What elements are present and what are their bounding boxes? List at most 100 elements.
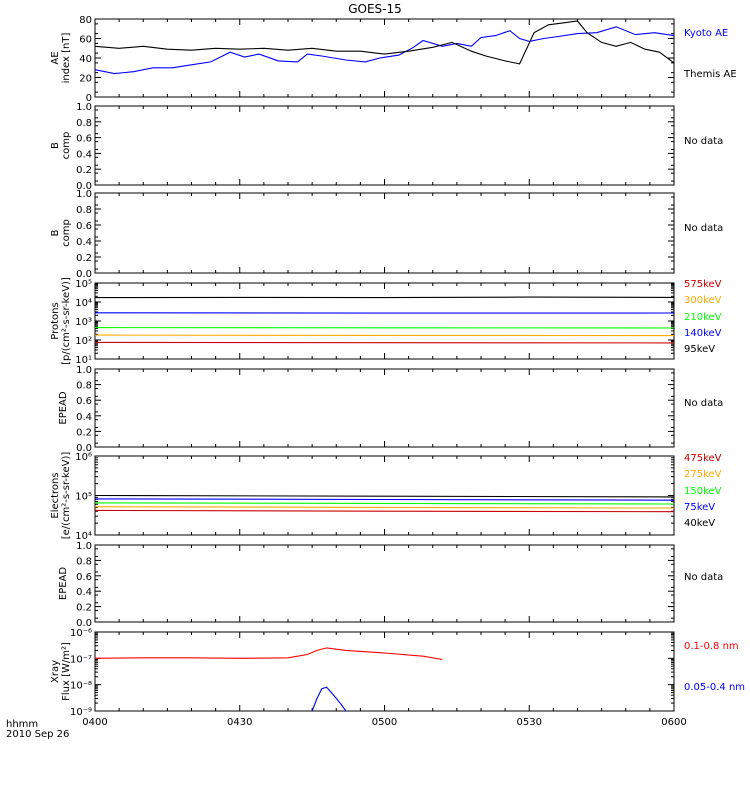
y-tick-label: 0.0	[76, 181, 92, 192]
x-tick-label: 0500	[372, 717, 397, 728]
y-tick-label: 1.0	[76, 102, 92, 113]
series-legend-label: 40keV	[684, 518, 715, 529]
y-tick-label: 0	[86, 93, 92, 104]
x-tick-label: 0600	[661, 717, 686, 728]
panel-frame	[94, 631, 675, 712]
series-line	[94, 498, 675, 501]
y-tick-label: 10⁴	[75, 298, 92, 309]
y-tick-label: 0.4	[76, 587, 92, 598]
y-tick-label: 0.6	[76, 572, 92, 583]
y-tick-label: 10³	[75, 317, 92, 328]
panel-frame	[94, 18, 675, 98]
y-tick-label: 10⁻⁸	[70, 681, 92, 692]
y-tick-label: 80	[79, 15, 92, 26]
series-line	[311, 686, 347, 712]
y-axis-unit-label: comp	[61, 132, 72, 160]
date-label: 2010 Sep 26	[6, 729, 69, 740]
y-tick-label: 10²	[75, 336, 92, 347]
y-tick-label: 40	[79, 54, 92, 65]
y-axis-unit-label: [p/(cm²-s-sr-keV)]	[61, 277, 72, 365]
y-tick-label: 0.0	[76, 269, 92, 280]
x-tick-label: 0400	[82, 717, 107, 728]
y-axis-label: Electrons	[50, 472, 61, 518]
y-tick-label: 10⁵	[75, 279, 92, 290]
plot-title: GOES-15	[348, 2, 402, 16]
series-legend-label: 150keV	[684, 486, 722, 497]
series-legend-label: 575keV	[684, 279, 722, 290]
panel-frame	[94, 282, 675, 360]
no-data-label: No data	[684, 223, 723, 234]
y-tick-label: 0.8	[76, 205, 92, 216]
series-line	[94, 494, 675, 498]
series-legend-label: 475keV	[684, 453, 722, 464]
y-axis-unit-label: [e/(cm²-s-sr-keV)]	[61, 452, 72, 540]
y-axis-label: AE	[50, 51, 61, 64]
series-line	[94, 341, 675, 344]
y-tick-label: 1.0	[76, 365, 92, 376]
panel-frame	[94, 368, 675, 448]
y-axis-label: EPEAD	[58, 567, 69, 601]
series-legend-label: Kyoto AE	[684, 28, 728, 39]
series-line	[94, 334, 675, 337]
y-axis-label: Xray	[50, 660, 61, 683]
y-tick-label: 10⁻⁷	[70, 654, 92, 665]
y-axis-label: EPEAD	[58, 391, 69, 425]
y-tick-label: 20	[79, 74, 92, 85]
y-tick-label: 10⁶	[75, 452, 92, 463]
y-tick-label: 10⁵	[75, 492, 92, 503]
no-data-label: No data	[684, 572, 723, 583]
no-data-label: No data	[684, 398, 723, 409]
time-label: hhmm	[6, 719, 38, 730]
x-tick-label: 0530	[517, 717, 542, 728]
series-legend-label: 95keV	[684, 344, 715, 355]
series-line	[94, 296, 675, 299]
series-legend-label: Themis AE	[683, 69, 737, 80]
panel-frame	[94, 105, 675, 186]
y-tick-label: 10⁻⁹	[70, 707, 92, 718]
y-tick-label: 0.4	[76, 412, 92, 423]
y-axis-unit-label: Flux [W/m²]	[61, 642, 72, 701]
y-tick-label: 0.2	[76, 603, 92, 614]
y-tick-label: 10⁻⁶	[70, 628, 92, 639]
no-data-label: No data	[684, 136, 723, 147]
y-tick-label: 0.0	[76, 443, 92, 454]
series-legend-label: 0.05-0.4 nm	[684, 682, 745, 693]
series-legend-label: 0.1-0.8 nm	[684, 641, 739, 652]
series-line	[94, 509, 675, 513]
series-legend-label: 210keV	[684, 312, 722, 323]
y-tick-label: 0.4	[76, 237, 92, 248]
panel-frame	[94, 192, 675, 274]
y-tick-label: 0.6	[76, 396, 92, 407]
y-axis-label: B	[50, 142, 61, 149]
y-tick-label: 0.6	[76, 134, 92, 145]
series-legend-label: 140keV	[684, 328, 722, 339]
y-tick-label: 10¹	[75, 355, 92, 366]
y-tick-label: 0.2	[76, 427, 92, 438]
y-tick-label: 1.0	[76, 541, 92, 552]
y-tick-label: 10⁴	[75, 531, 92, 542]
series-line	[94, 647, 443, 661]
y-axis-label: B	[50, 229, 61, 236]
panel-frame	[94, 544, 675, 623]
series-legend-label: 275keV	[684, 469, 722, 480]
series-line	[94, 502, 675, 505]
y-tick-label: 0.4	[76, 149, 92, 160]
y-tick-label: 0.8	[76, 381, 92, 392]
series-line	[94, 506, 675, 509]
y-axis-unit-label: comp	[61, 219, 72, 247]
y-tick-label: 0.8	[76, 118, 92, 129]
y-axis-label: Protons	[50, 302, 61, 339]
y-tick-label: 60	[79, 35, 92, 46]
y-tick-label: 0.2	[76, 253, 92, 264]
series-legend-label: 75keV	[684, 502, 715, 513]
series-line	[94, 20, 675, 65]
y-axis-unit-label: index [nT]	[61, 33, 72, 84]
y-tick-label: 0.6	[76, 221, 92, 232]
y-tick-label: 0.2	[76, 165, 92, 176]
y-tick-label: 0.8	[76, 556, 92, 567]
y-tick-label: 1.0	[76, 189, 92, 200]
series-legend-label: 300keV	[684, 295, 722, 306]
x-tick-label: 0430	[227, 717, 252, 728]
